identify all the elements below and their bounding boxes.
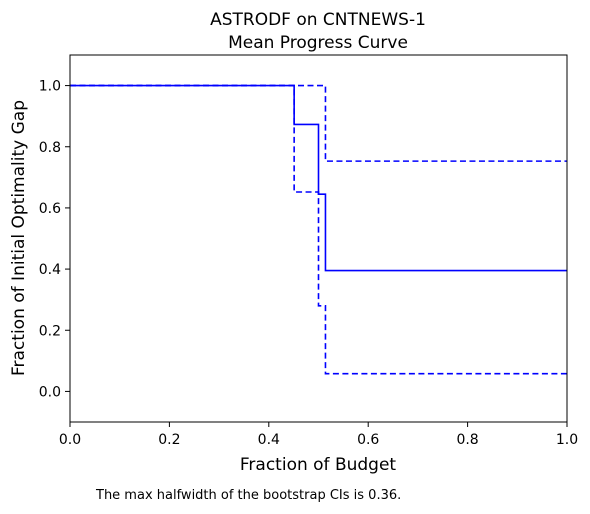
x-tick-label: 1.0 <box>556 432 578 448</box>
y-tick-label: 0.4 <box>39 262 61 278</box>
x-tick-label: 0.4 <box>258 432 280 448</box>
y-tick-label: 0.2 <box>39 323 61 339</box>
y-tick-label: 0.6 <box>39 201 61 217</box>
ci-bound-line-2 <box>70 84 567 375</box>
chart-title: ASTRODF on CNTNEWS-1 <box>210 10 426 30</box>
mean-progress-line <box>70 84 567 272</box>
bootstrap-caption: The max halfwidth of the bootstrap CIs i… <box>96 488 402 503</box>
x-tick-label: 0.2 <box>158 432 180 448</box>
ticks-layer: 0.0 0.2 0.4 0.6 0.8 1.0 0.0 0.2 0.4 0.6 0.8 1.0 <box>39 79 578 448</box>
progress-curve-chart: ASTRODF on CNTNEWS-1 Mean Progress Curve… <box>9 10 578 475</box>
y-tick-label: 1.0 <box>39 79 61 95</box>
chart-subtitle: Mean Progress Curve <box>228 33 408 53</box>
y-axis-label: Fraction of Initial Optimality Gap <box>9 100 29 376</box>
x-tick-label: 0.0 <box>59 432 81 448</box>
y-tick-label: 0.8 <box>39 140 61 156</box>
plot-frame <box>69 54 568 423</box>
y-tick-label: 0.0 <box>39 384 61 400</box>
x-tick-label: 0.6 <box>357 432 379 448</box>
x-tick-label: 0.8 <box>456 432 478 448</box>
series-layer <box>70 84 567 375</box>
x-axis-label: Fraction of Budget <box>240 455 397 475</box>
